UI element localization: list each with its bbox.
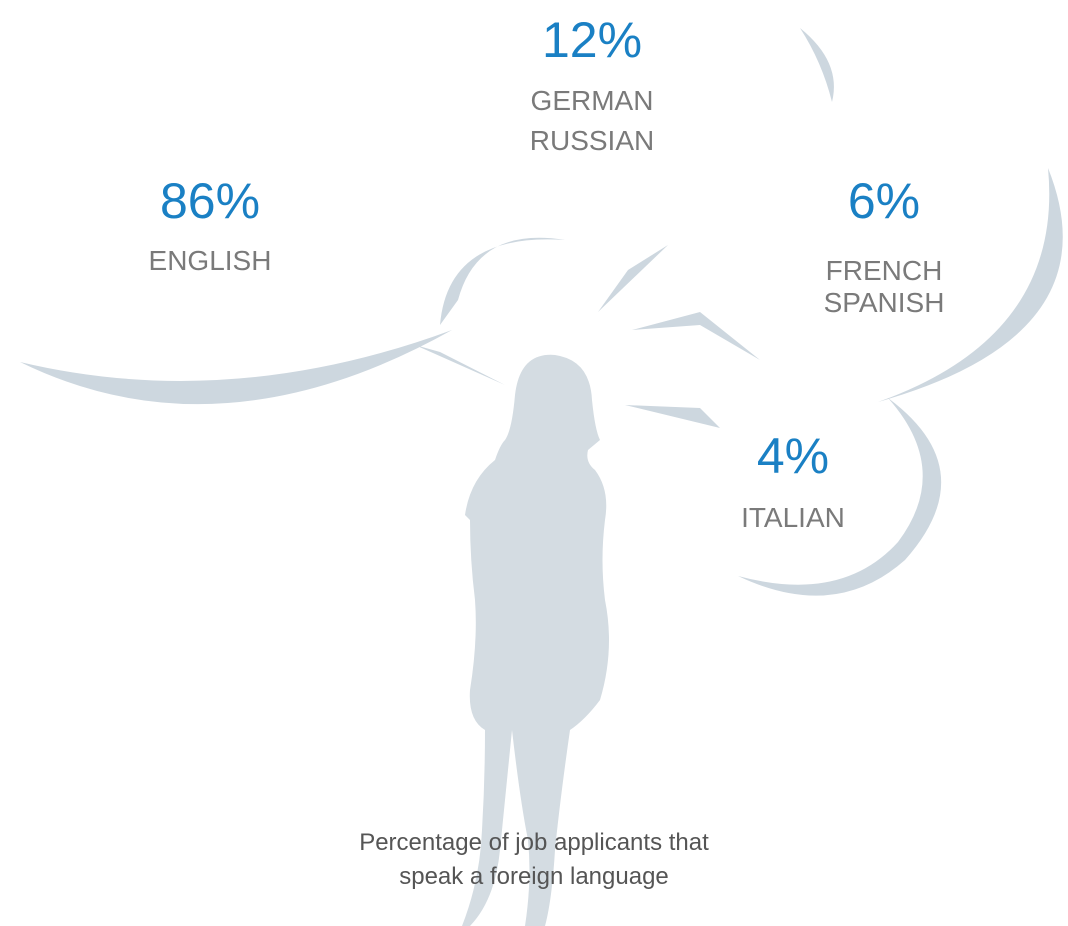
language: RUSSIAN [530, 125, 654, 156]
language: SPANISH [824, 287, 945, 318]
caption: Percentage of job applicants that [359, 829, 709, 856]
bubble-outlines [20, 28, 1063, 596]
bubble-outline [800, 28, 834, 102]
silhouette [462, 354, 609, 926]
language: GERMAN [531, 85, 654, 116]
language: FRENCH [826, 255, 943, 286]
percentage: 4% [757, 428, 829, 484]
bubble-tail [415, 345, 505, 385]
language: ENGLISH [149, 245, 272, 276]
caption: speak a foreign language [399, 863, 669, 890]
percentage: 86% [160, 173, 260, 229]
bubble-tail [598, 245, 668, 312]
woman-silhouette [462, 354, 609, 926]
bubble-texts: 86% ENGLISH 12% GERMAN RUSSIAN 6% FRENCH… [149, 12, 945, 533]
bubble-tail [632, 312, 760, 360]
language: ITALIAN [741, 502, 845, 533]
bubble-tail [625, 405, 720, 428]
percentage: 12% [542, 12, 642, 68]
bubble-outline [440, 237, 565, 325]
bubble-outline [878, 168, 1063, 402]
bubble-outline [20, 330, 452, 405]
percentage: 6% [848, 173, 920, 229]
